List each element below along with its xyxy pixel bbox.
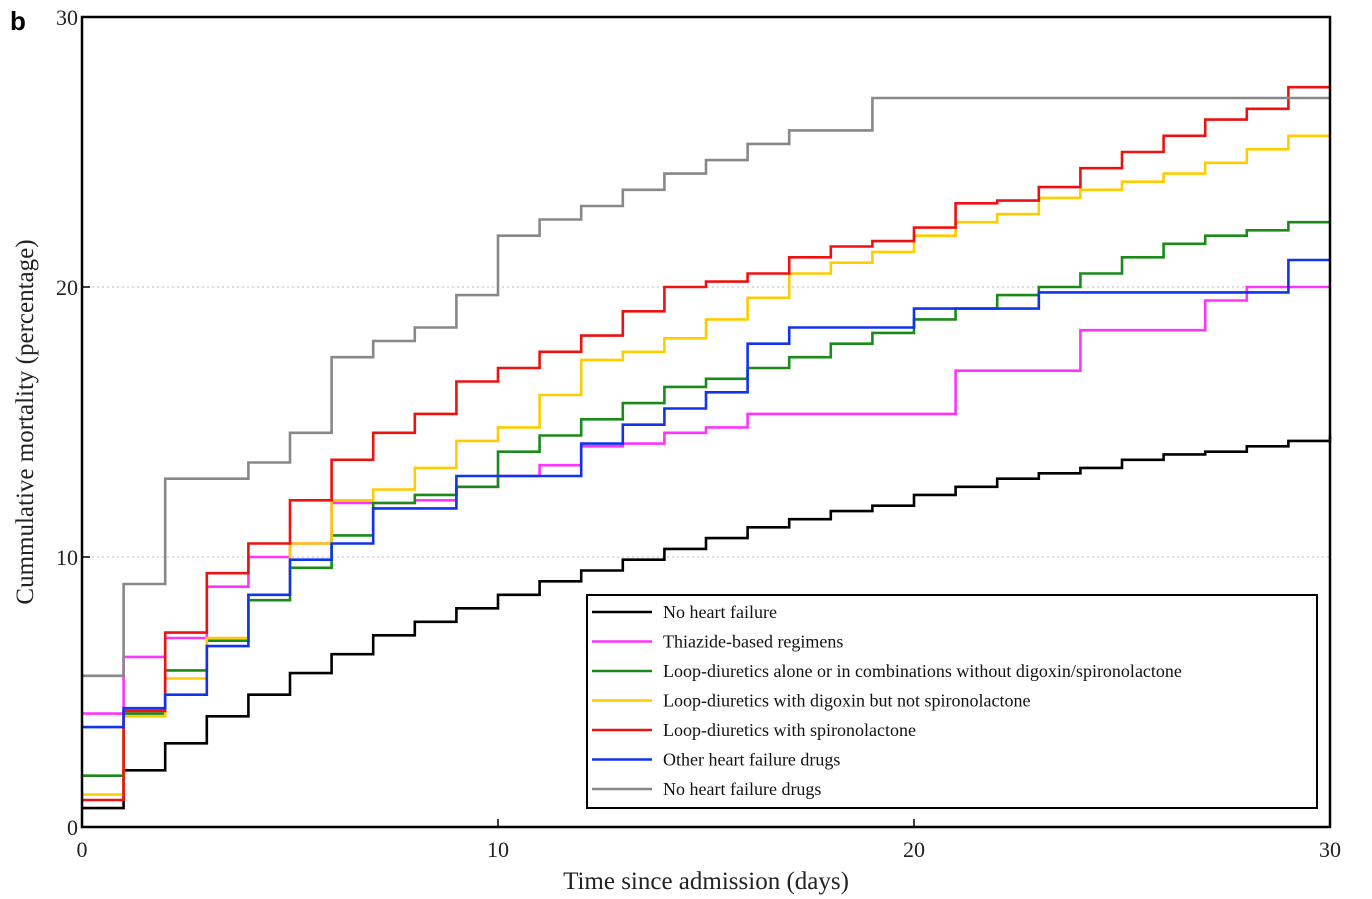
legend-label: Thiazide-based regimens xyxy=(663,632,843,652)
legend-label: No heart failure drugs xyxy=(663,779,821,799)
x-tick-label: 0 xyxy=(77,837,88,862)
y-tick-label: 10 xyxy=(56,545,78,570)
y-tick-label: 0 xyxy=(67,815,78,840)
y-axis-label: Cummulative mortality (percentage) xyxy=(12,239,39,604)
x-axis-label: Time since admission (days) xyxy=(563,868,849,895)
legend-label: No heart failure xyxy=(663,602,777,622)
y-tick-label: 20 xyxy=(56,275,78,300)
series-layer xyxy=(82,85,1332,810)
legend: No heart failure Thiazide-based regimens L… xyxy=(586,594,1318,809)
x-tick-label: 10 xyxy=(487,837,509,862)
series-line-2 xyxy=(82,285,1330,715)
legend-label: Loop-diuretics with digoxin but not spir… xyxy=(663,691,1030,711)
legend-label: Loop-diuretics with spironolactone xyxy=(663,720,916,740)
y-tick-label: 30 xyxy=(56,5,78,30)
series-line-7 xyxy=(82,96,1330,678)
legend-box xyxy=(586,594,1318,809)
legend-label: Other heart failure drugs xyxy=(663,750,840,770)
panel-label: b xyxy=(10,6,26,36)
axis-ticks: 0 10 20 30 0 10 20 30 xyxy=(56,5,1341,862)
x-tick-label: 30 xyxy=(1319,837,1341,862)
series-line-1 xyxy=(82,435,1332,810)
legend-label: Loop-diuretics alone or in combinations … xyxy=(663,661,1182,681)
plot-frame xyxy=(80,15,1332,829)
x-tick-label: 20 xyxy=(903,837,925,862)
grid-lines xyxy=(82,286,1330,558)
series-line-4 xyxy=(82,134,1330,796)
series-line-5 xyxy=(82,85,1330,802)
series-line-6 xyxy=(82,258,1330,729)
